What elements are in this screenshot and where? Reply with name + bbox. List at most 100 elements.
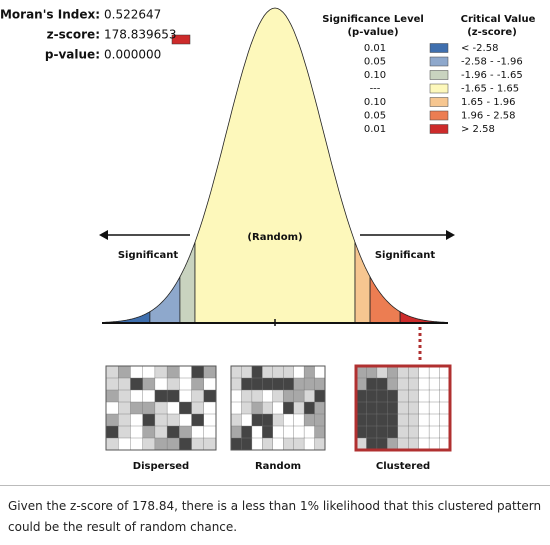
map-cell — [397, 377, 409, 391]
map-cell — [408, 365, 420, 379]
map-cell — [241, 377, 253, 391]
map-cell — [397, 401, 409, 415]
map-cell — [262, 377, 274, 391]
map-cell — [179, 365, 193, 379]
map-cell — [166, 413, 180, 427]
map-cell — [366, 389, 378, 403]
legend-z: -2.58 - -1.96 — [461, 57, 523, 68]
map-cell — [314, 365, 326, 379]
map-cell — [166, 425, 180, 439]
map-cell — [154, 377, 168, 391]
map-cell — [191, 389, 205, 403]
map-cell — [191, 425, 205, 439]
map-cell — [397, 437, 409, 451]
map-cell — [366, 425, 378, 439]
right-label: Significant — [375, 250, 436, 261]
map-cell — [418, 437, 430, 451]
arrowhead — [99, 230, 108, 240]
map-cell — [283, 425, 295, 439]
map-cell — [272, 365, 284, 379]
map-cell — [355, 437, 367, 451]
stat-label: p-value: — [45, 48, 100, 62]
map-cell — [251, 389, 263, 403]
left-label: Significant — [118, 250, 179, 261]
map-cell — [203, 401, 217, 415]
map-cell — [428, 425, 441, 439]
map-cell — [130, 365, 144, 379]
map-cell — [203, 437, 217, 451]
stat-label: z-score: — [47, 28, 100, 42]
map-cell — [230, 413, 242, 427]
map-cell — [283, 389, 295, 403]
curve-segment — [369, 275, 401, 324]
map-cell — [355, 377, 367, 391]
map-cell — [293, 389, 305, 403]
map-cell — [355, 401, 367, 415]
map-cell — [366, 365, 378, 379]
arrowhead — [446, 230, 455, 240]
legend-p: 0.05 — [364, 111, 386, 122]
map-frame — [230, 365, 326, 451]
stat-value: 178.839653 — [104, 28, 177, 42]
legend-swatch — [429, 97, 449, 107]
map-cell — [283, 377, 295, 391]
map-cell — [418, 365, 430, 379]
map-cell — [293, 365, 305, 379]
zscore-swatch — [171, 34, 191, 45]
map-cell — [418, 425, 430, 439]
map-cell — [118, 425, 131, 439]
map-cell — [203, 365, 217, 379]
map-cell — [418, 377, 430, 391]
map-cell — [251, 437, 263, 451]
caption: Given the z-score of 178.84, there is a … — [8, 499, 542, 534]
map-cell — [262, 425, 274, 439]
map-cell — [283, 401, 295, 415]
legend-p: 0.05 — [364, 57, 386, 68]
map-cell — [191, 413, 205, 427]
map-cell — [428, 437, 441, 451]
map-cell — [251, 413, 263, 427]
map-cell — [142, 389, 156, 403]
map-cell — [142, 365, 156, 379]
map-cell — [272, 425, 284, 439]
map-cell — [118, 401, 131, 415]
map-cell — [230, 377, 242, 391]
pattern-label: Dispersed — [133, 461, 189, 472]
legend-swatch — [429, 110, 449, 121]
map-cell — [355, 425, 367, 439]
map-cell — [179, 425, 193, 439]
map-cell — [272, 413, 284, 427]
map-cell — [251, 425, 263, 439]
map-cell — [230, 365, 242, 379]
separator — [0, 485, 550, 486]
map-cell — [179, 377, 193, 391]
map-cell — [203, 425, 217, 439]
map-cell — [154, 389, 168, 403]
map-cell — [272, 437, 284, 451]
map-cell — [272, 389, 284, 403]
stat-value: 0.000000 — [104, 48, 161, 62]
legend-p: 0.01 — [364, 43, 386, 54]
map-cell — [241, 401, 253, 415]
map-cell — [418, 413, 430, 427]
map-cell — [314, 401, 326, 415]
map-cell — [130, 377, 144, 391]
legend-header: Significance Level — [322, 14, 424, 25]
map-cell — [251, 365, 263, 379]
map-cell — [387, 377, 399, 391]
curve-segment — [354, 242, 371, 324]
map-cell — [355, 413, 367, 427]
map-cell — [130, 425, 144, 439]
map-cell — [118, 389, 131, 403]
map-cell — [293, 413, 305, 427]
map-cell — [191, 401, 205, 415]
map-cell — [408, 413, 420, 427]
map-cell — [387, 437, 399, 451]
legend-swatch — [429, 43, 449, 53]
legend-p: 0.01 — [364, 124, 386, 135]
map-cell — [166, 365, 180, 379]
map-cell — [366, 377, 378, 391]
map-cell — [118, 437, 131, 451]
legend-swatch — [429, 124, 449, 134]
map-cell — [262, 413, 274, 427]
